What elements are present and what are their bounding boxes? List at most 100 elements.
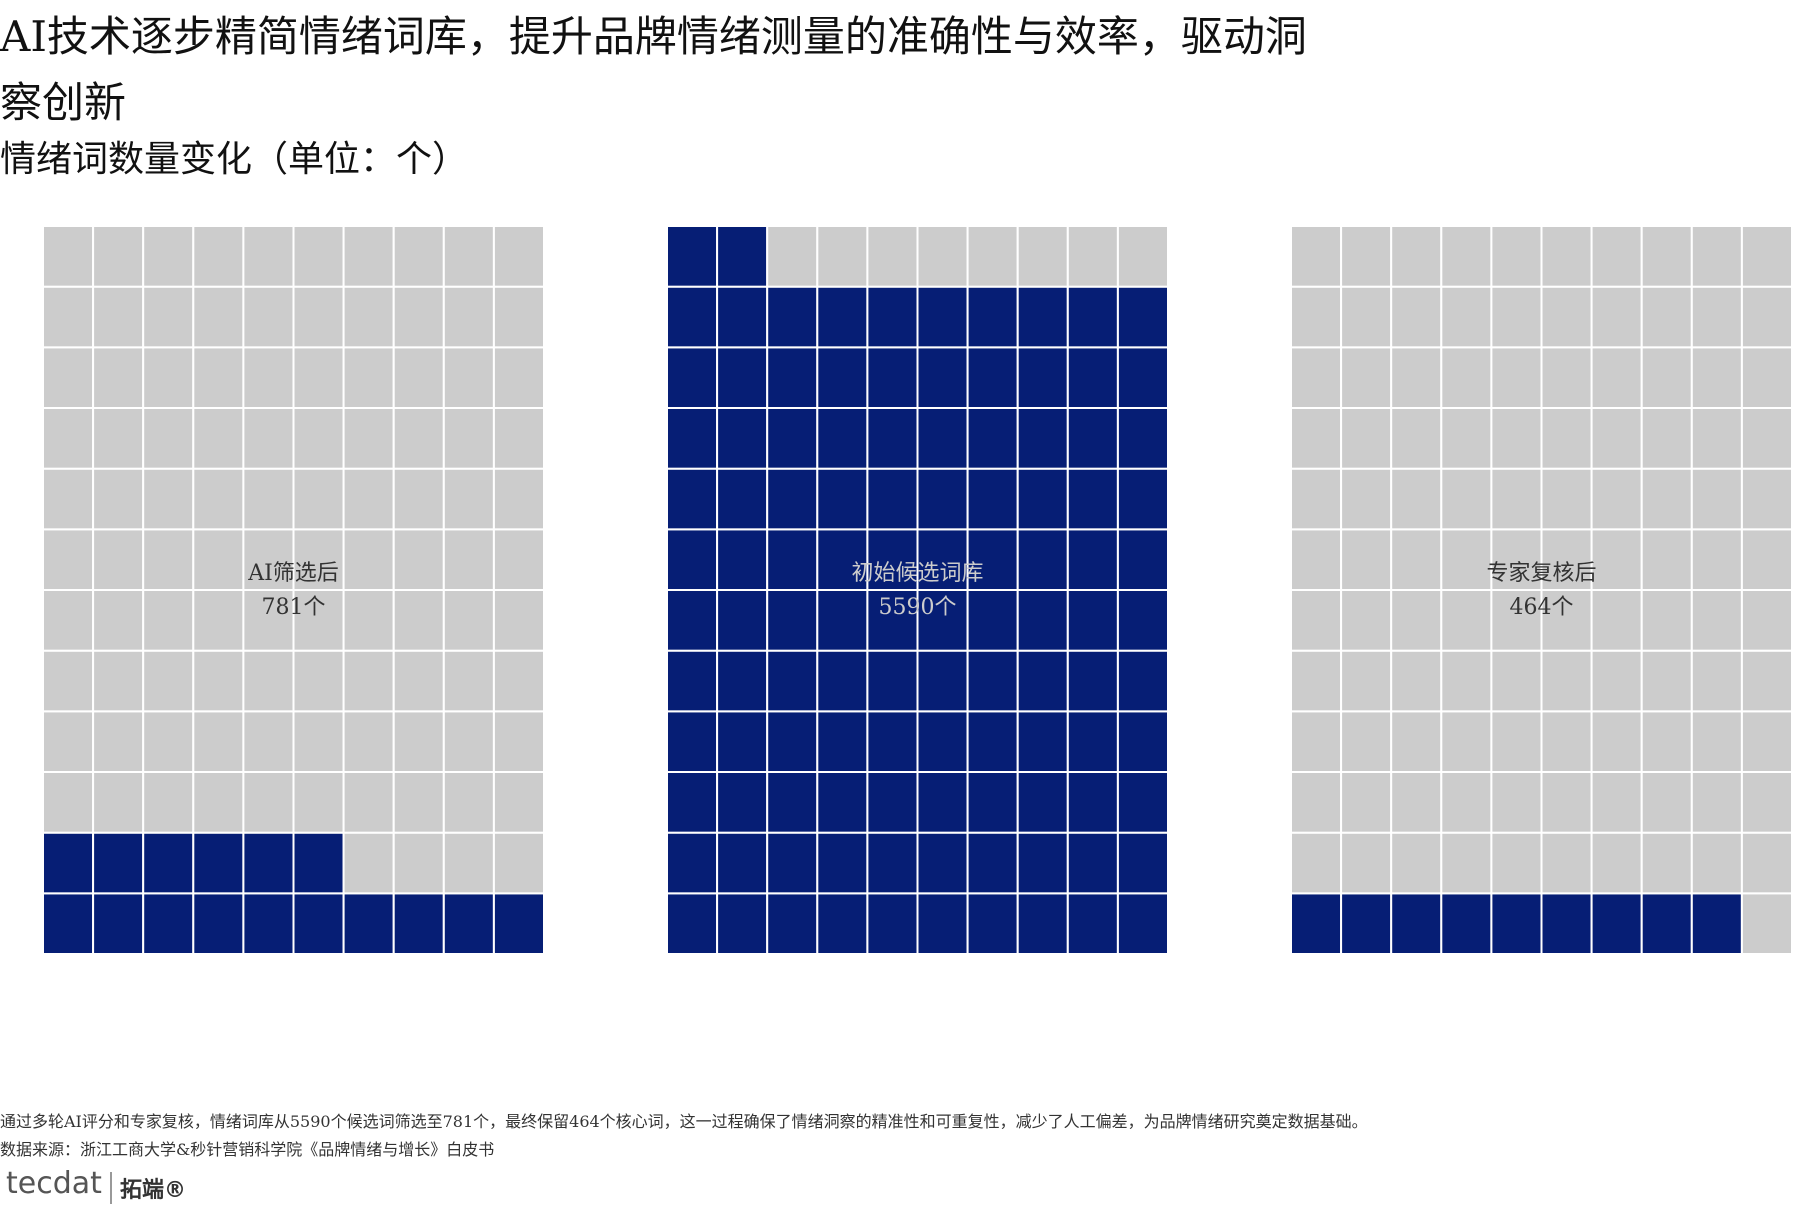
empty-cell bbox=[492, 346, 545, 410]
waffle-cell bbox=[42, 831, 95, 895]
waffle-cell bbox=[1440, 892, 1493, 955]
waffle-cell bbox=[1390, 892, 1443, 955]
empty-cell bbox=[1640, 528, 1693, 591]
waffle-cell bbox=[866, 285, 919, 349]
empty-cell bbox=[1440, 649, 1493, 713]
waffle-cell bbox=[666, 285, 719, 349]
waffle-cell bbox=[1066, 346, 1119, 410]
waffle-cell bbox=[916, 771, 969, 834]
waffle-cell bbox=[442, 892, 495, 955]
empty-cell bbox=[492, 528, 545, 591]
waffle-cell bbox=[716, 831, 769, 895]
waffle-cell bbox=[1066, 528, 1119, 591]
empty-cell bbox=[1390, 225, 1443, 288]
empty-cell bbox=[92, 649, 145, 713]
empty-cell bbox=[442, 649, 495, 713]
empty-cell bbox=[42, 285, 95, 349]
waffle-cell bbox=[916, 528, 969, 591]
waffle-cell bbox=[1116, 346, 1170, 410]
empty-cell bbox=[1740, 710, 1794, 773]
empty-cell bbox=[392, 407, 445, 470]
empty-cell bbox=[92, 528, 145, 591]
empty-cell bbox=[1390, 771, 1443, 834]
waffle-cell bbox=[716, 892, 769, 955]
empty-cell bbox=[192, 528, 245, 591]
empty-cell bbox=[1590, 346, 1643, 410]
empty-cell bbox=[1490, 649, 1543, 713]
empty-cell bbox=[1340, 528, 1393, 591]
waffle-cell bbox=[1540, 892, 1593, 955]
waffle-cell bbox=[92, 831, 145, 895]
waffle-cell bbox=[1116, 771, 1170, 834]
empty-cell bbox=[192, 285, 245, 349]
waffle-cell bbox=[916, 407, 969, 470]
empty-cell bbox=[1690, 407, 1743, 470]
empty-cell bbox=[1340, 771, 1393, 834]
empty-cell bbox=[1390, 710, 1443, 773]
empty-cell bbox=[1540, 407, 1593, 470]
empty-cell bbox=[1390, 649, 1443, 713]
category-label: 专家复核后 bbox=[1486, 561, 1596, 586]
waffle-cell bbox=[916, 649, 969, 713]
empty-cell bbox=[292, 771, 345, 834]
waffle-cell bbox=[716, 710, 769, 773]
waffle-cell bbox=[766, 285, 819, 349]
empty-cell bbox=[142, 710, 195, 773]
waffle-cell bbox=[242, 892, 295, 955]
empty-cell bbox=[1590, 407, 1643, 470]
waffle-cell bbox=[916, 589, 969, 652]
waffle-cell bbox=[666, 771, 719, 834]
empty-cell bbox=[1590, 771, 1643, 834]
empty-cell bbox=[442, 710, 495, 773]
empty-cell bbox=[1640, 285, 1693, 349]
empty-cell bbox=[42, 346, 95, 410]
empty-cell bbox=[92, 225, 145, 288]
waffle-cell bbox=[716, 771, 769, 834]
empty-cell bbox=[92, 589, 145, 652]
empty-cell bbox=[1440, 346, 1493, 410]
empty-cell bbox=[42, 710, 95, 773]
empty-cell bbox=[1690, 589, 1743, 652]
waffle-cell bbox=[1016, 710, 1069, 773]
empty-cell bbox=[1540, 710, 1593, 773]
empty-cell bbox=[342, 285, 395, 349]
empty-cell bbox=[242, 225, 295, 288]
empty-cell bbox=[492, 589, 545, 652]
waffle-cell bbox=[866, 467, 919, 531]
empty-cell bbox=[1440, 831, 1493, 895]
empty-cell bbox=[1390, 285, 1443, 349]
empty-cell bbox=[1740, 831, 1794, 895]
empty-cell bbox=[1340, 831, 1393, 895]
empty-cell bbox=[292, 407, 345, 470]
empty-cell bbox=[1740, 467, 1794, 531]
empty-cell bbox=[1640, 649, 1693, 713]
empty-cell bbox=[1490, 407, 1543, 470]
waffle-cell bbox=[666, 407, 719, 470]
empty-cell bbox=[492, 225, 545, 288]
value-label: 464个 bbox=[1510, 595, 1574, 620]
waffle-cell bbox=[1490, 892, 1543, 955]
waffle-cell bbox=[392, 892, 445, 955]
waffle-cell bbox=[666, 649, 719, 713]
brand: 拓端® bbox=[110, 1172, 186, 1204]
empty-cell bbox=[492, 407, 545, 470]
waffle-cell bbox=[866, 649, 919, 713]
empty-cell bbox=[1590, 710, 1643, 773]
empty-cell bbox=[1740, 771, 1794, 834]
empty-cell bbox=[1640, 346, 1693, 410]
waffle-cell bbox=[966, 407, 1019, 470]
waffle-cell bbox=[766, 346, 819, 410]
waffle-cell bbox=[916, 831, 969, 895]
empty-cell bbox=[1340, 225, 1393, 288]
empty-cell bbox=[292, 225, 345, 288]
empty-cell bbox=[292, 285, 345, 349]
waffle-cell bbox=[192, 892, 245, 955]
empty-cell bbox=[966, 225, 1019, 288]
empty-cell bbox=[1740, 649, 1794, 713]
waffle-cell bbox=[666, 346, 719, 410]
waffle-cell bbox=[866, 771, 919, 834]
waffle-cell bbox=[1116, 649, 1170, 713]
waffle-cell bbox=[866, 892, 919, 955]
chart: AI筛选后 781个 初始候选词库 5590个 专家复核后 464个 bbox=[42, 225, 1794, 955]
waffle-cell bbox=[766, 407, 819, 470]
